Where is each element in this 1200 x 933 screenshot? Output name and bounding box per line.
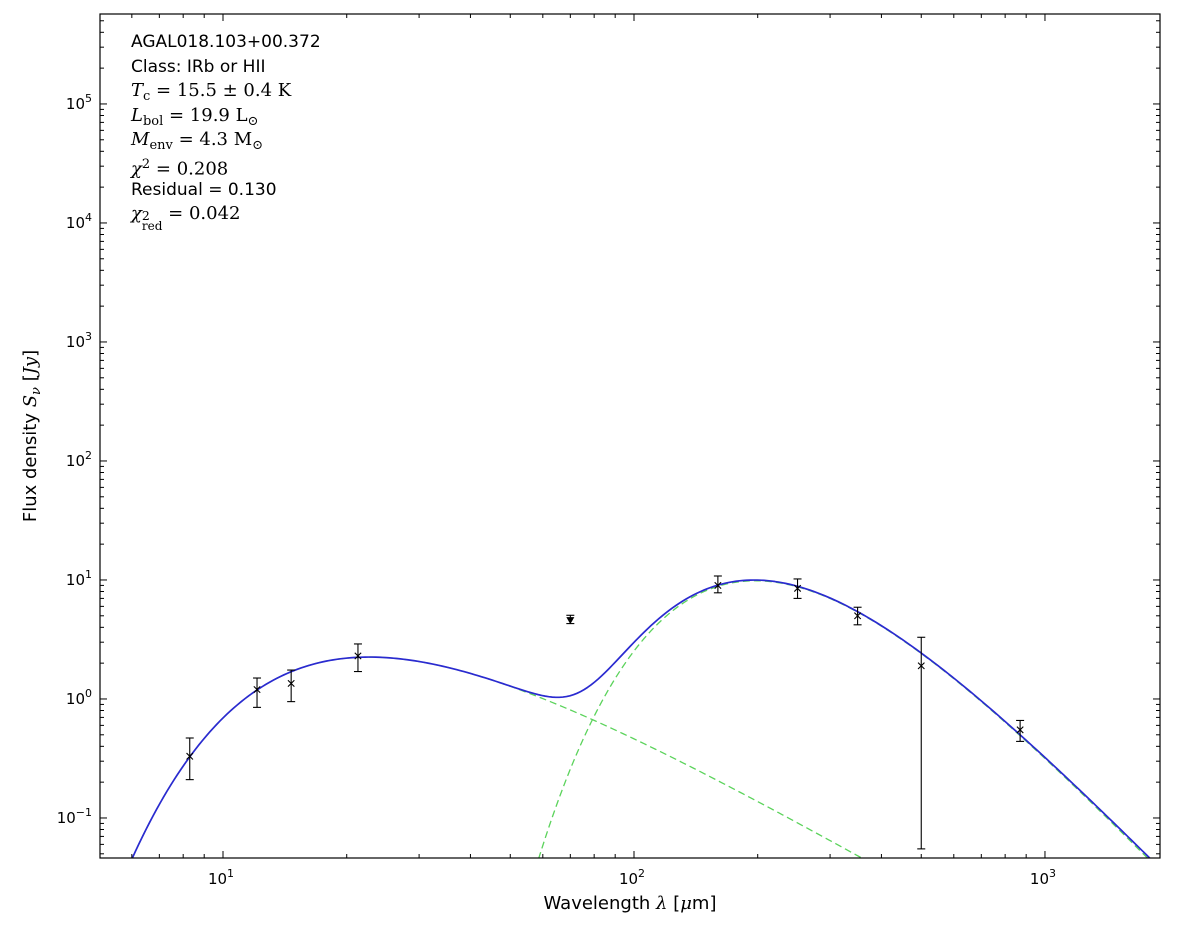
axis-ticks <box>100 14 1160 858</box>
plot-frame <box>99 13 1161 859</box>
source-line: AGAL018.103+00.372 <box>131 32 321 52</box>
lbol-line: Lbol = 19.9 L⊙ <box>131 104 259 129</box>
fit-curves <box>131 579 1151 858</box>
residual-line: Residual = 0.130 <box>131 179 277 200</box>
y-tick-labels: 10−1 100 101 102 103 104 105 <box>57 92 92 827</box>
x-axis-label: Wavelength λ [μm] <box>544 893 717 914</box>
data-point <box>287 669 296 703</box>
svg-text:10−1: 10−1 <box>57 806 92 827</box>
svg-text:102: 102 <box>619 867 645 888</box>
data-point <box>853 606 862 626</box>
menv-line: Menv = 4.3 M⊙ <box>131 129 264 154</box>
svg-text:101: 101 <box>66 568 92 589</box>
data-point <box>793 578 802 599</box>
y-axis-label: Flux density Sν [Jy] <box>20 350 44 522</box>
upper-limit-marker <box>566 617 575 625</box>
svg-text:105: 105 <box>66 92 92 113</box>
svg-text:100: 100 <box>66 687 92 708</box>
x-tick-labels: 101 102 103 <box>208 867 1056 888</box>
data-point <box>185 737 194 781</box>
data-point <box>1016 719 1025 742</box>
data-point <box>566 614 575 625</box>
svg-text:101: 101 <box>208 867 234 888</box>
chi2-line: χ2 = 0.208 <box>131 156 229 180</box>
class-line: Class: IRb or HII <box>131 56 266 77</box>
data-points <box>185 575 1025 850</box>
svg-text:102: 102 <box>66 449 92 470</box>
svg-text:103: 103 <box>1030 867 1056 888</box>
warm-component-curve <box>131 656 864 858</box>
total-fit-curve <box>131 579 1151 858</box>
data-point <box>253 677 262 708</box>
svg-text:104: 104 <box>66 211 92 232</box>
chi2red-line: χ 2 red = 0.042 <box>131 203 241 234</box>
fit-info-box: AGAL018.103+00.372 Class: IRb or HII Tc … <box>131 30 321 234</box>
data-point <box>917 636 926 850</box>
svg-text:103: 103 <box>66 330 92 351</box>
tc-line: Tc = 15.5 ± 0.4 K <box>131 80 292 105</box>
data-point <box>713 575 722 594</box>
data-point <box>353 643 362 673</box>
